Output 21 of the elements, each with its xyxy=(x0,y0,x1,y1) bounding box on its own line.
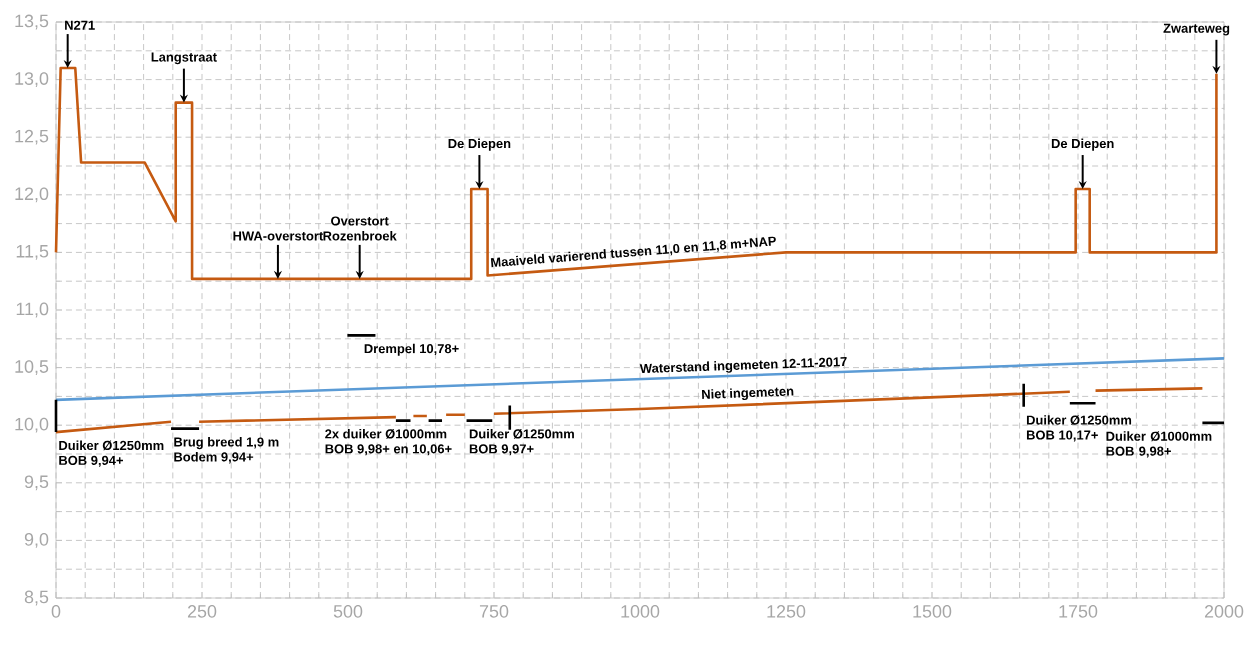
y-tick-label: 8,5 xyxy=(24,590,49,606)
y-tick-label: 12,5 xyxy=(15,129,49,145)
x-tick-label: 2000 xyxy=(1204,605,1244,618)
x-tick-label: 250 xyxy=(187,605,217,618)
y-tick-label: 9,5 xyxy=(24,475,49,491)
y-tick-label: 11,5 xyxy=(16,245,49,260)
x-tick-label: 1000 xyxy=(621,605,660,618)
x-tick-label: 0 xyxy=(51,605,61,618)
x-tick-label: 1750 xyxy=(1059,605,1098,618)
x-tick-label: 750 xyxy=(479,605,509,618)
y-tick-label: 9,0 xyxy=(24,532,49,548)
y-tick-label: 10,0 xyxy=(15,417,49,433)
y-tick-label: 10,5 xyxy=(15,360,49,375)
x-tick-label: 1250 xyxy=(767,605,806,618)
line-series xyxy=(54,66,1218,281)
y-tick-label: 12,0 xyxy=(15,187,49,203)
x-tick-label: 500 xyxy=(333,605,363,618)
y-tick-label: 13,5 xyxy=(15,14,49,30)
y-tick-label: 11,0 xyxy=(16,302,49,318)
x-tick-label: 1500 xyxy=(913,605,952,618)
y-tick-label: 13,0 xyxy=(15,72,49,87)
